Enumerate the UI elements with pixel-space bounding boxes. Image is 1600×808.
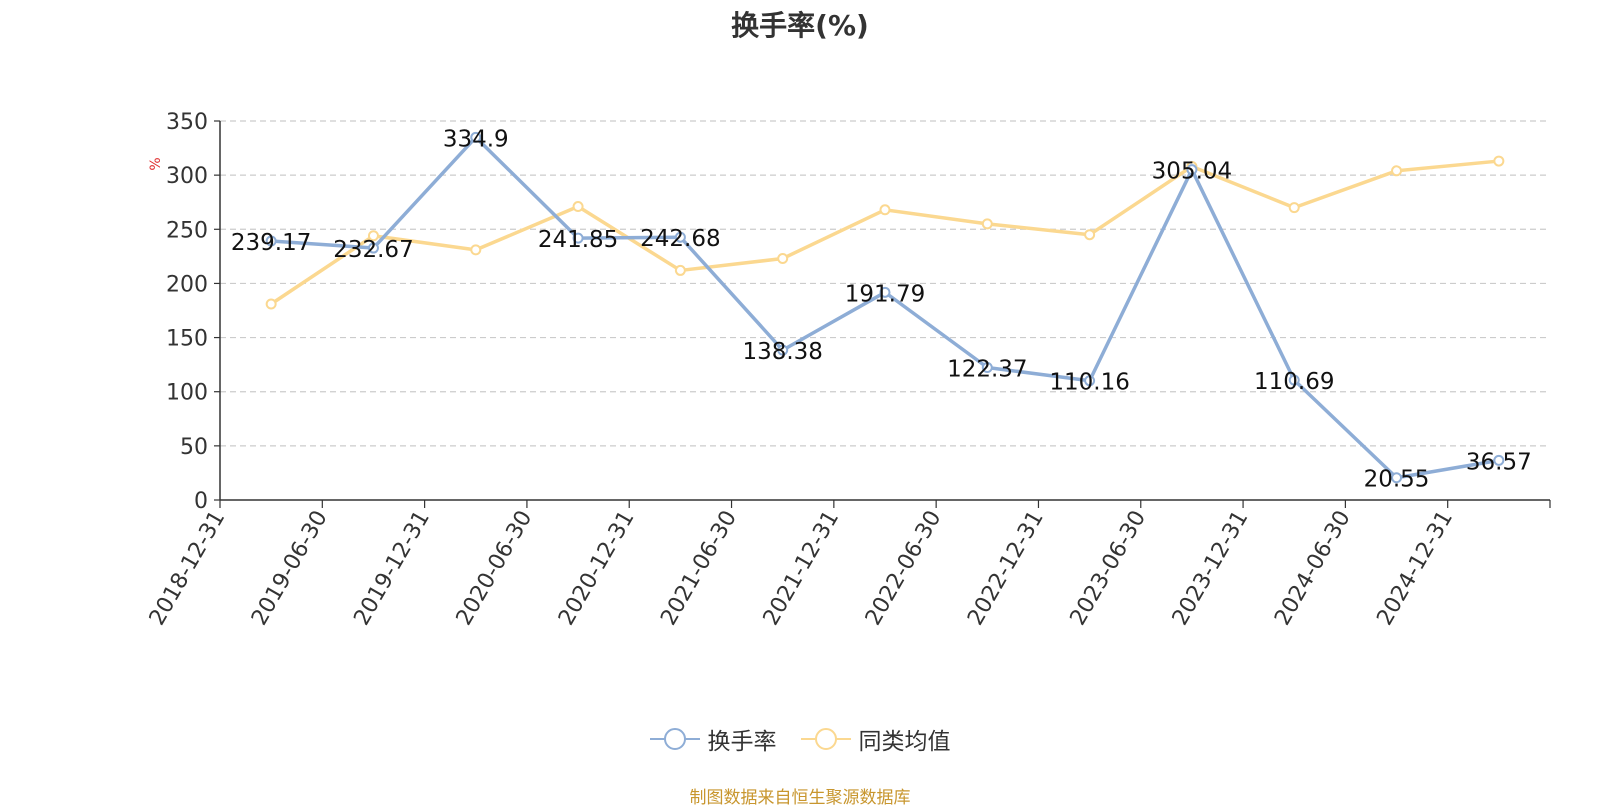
data-point-peer-average	[367, 230, 379, 242]
data-point-turnover	[1186, 164, 1198, 176]
legend: 换手率 同类均值	[0, 722, 1600, 756]
data-point-turnover	[1391, 472, 1403, 484]
data-point-turnover	[1288, 374, 1300, 386]
x-tick-label: 2018-12-31	[145, 507, 231, 630]
y-tick-label: 250	[166, 218, 208, 243]
data-label: 232.67	[333, 237, 413, 263]
data-label: 36.57	[1466, 449, 1532, 475]
legend-item-turnover[interactable]: 换手率	[649, 722, 777, 756]
x-tick-label: 2024-12-31	[1372, 507, 1458, 630]
y-tick-label: 50	[180, 435, 208, 460]
y-tick-label: 200	[166, 272, 208, 297]
y-tick-label: 150	[166, 327, 208, 352]
data-point-peer-average	[1084, 229, 1096, 241]
x-tick-label: 2023-12-31	[1168, 507, 1254, 630]
x-tick-label: 2023-06-30	[1066, 507, 1152, 630]
data-point-peer-average	[1493, 155, 1505, 167]
data-point-turnover	[265, 235, 277, 247]
data-label: 242.68	[640, 226, 720, 252]
data-label: 305.04	[1152, 159, 1232, 185]
data-point-peer-average	[981, 218, 993, 230]
legend-label-turnover: 换手率	[707, 729, 777, 755]
x-tick-label: 2021-12-31	[759, 507, 845, 630]
data-point-turnover	[367, 242, 379, 254]
data-label: 110.16	[1049, 370, 1129, 396]
x-tick-label: 2022-12-31	[963, 507, 1049, 630]
data-label: 110.69	[1254, 369, 1334, 395]
y-tick-label: 100	[166, 381, 208, 406]
legend-item-peer-average[interactable]: 同类均值	[800, 722, 951, 756]
data-label: 241.85	[538, 227, 618, 253]
data-label: 138.38	[742, 339, 822, 365]
data-point-peer-average	[572, 201, 584, 213]
y-tick-label: 0	[194, 489, 208, 514]
y-tick-label: 300	[166, 164, 208, 189]
data-label: 122.37	[947, 356, 1027, 382]
y-tick-label: 350	[166, 110, 208, 135]
x-tick-label: 2020-12-31	[554, 507, 640, 630]
legend-marker-peer-average	[800, 728, 851, 750]
data-label: 239.17	[231, 230, 311, 256]
data-point-turnover	[1493, 454, 1505, 466]
chart-title: 换手率(%)	[731, 9, 869, 42]
data-point-peer-average	[470, 244, 482, 256]
data-point-turnover	[777, 344, 789, 356]
series-line-turnover	[271, 135, 1500, 480]
x-tick-label: 2021-06-30	[656, 507, 742, 630]
line-chart: 0 50 100 150 200 250 300 350% 2018-12-31 2019-06-…	[145, 110, 1551, 630]
data-point-peer-average	[265, 298, 277, 310]
legend-marker-turnover	[649, 728, 700, 750]
data-label: 191.79	[845, 281, 925, 307]
data-point-turnover	[674, 231, 686, 243]
data-point-turnover	[1084, 375, 1096, 387]
x-tick-label: 2020-06-30	[452, 507, 538, 630]
data-point-turnover	[572, 232, 584, 244]
data-point-turnover	[470, 131, 482, 143]
x-tick-label: 2019-06-30	[247, 507, 333, 630]
data-point-turnover	[879, 286, 891, 298]
data-point-peer-average	[879, 204, 891, 216]
data-label: 334.9	[443, 126, 509, 152]
x-tick-label: 2024-06-30	[1270, 507, 1356, 630]
data-point-peer-average	[777, 253, 789, 265]
x-tick-label: 2019-12-31	[349, 507, 435, 630]
data-point-peer-average	[1391, 165, 1403, 177]
legend-label-peer-average: 同类均值	[858, 729, 951, 755]
x-tick-label: 2022-06-30	[861, 506, 947, 629]
data-point-peer-average	[1288, 202, 1300, 214]
data-point-peer-average	[674, 264, 686, 276]
y-axis-label: %	[148, 157, 164, 170]
source-note: 制图数据来自恒生聚源数据库	[689, 788, 911, 808]
data-label: 20.55	[1364, 467, 1430, 493]
data-point-turnover	[981, 361, 993, 373]
